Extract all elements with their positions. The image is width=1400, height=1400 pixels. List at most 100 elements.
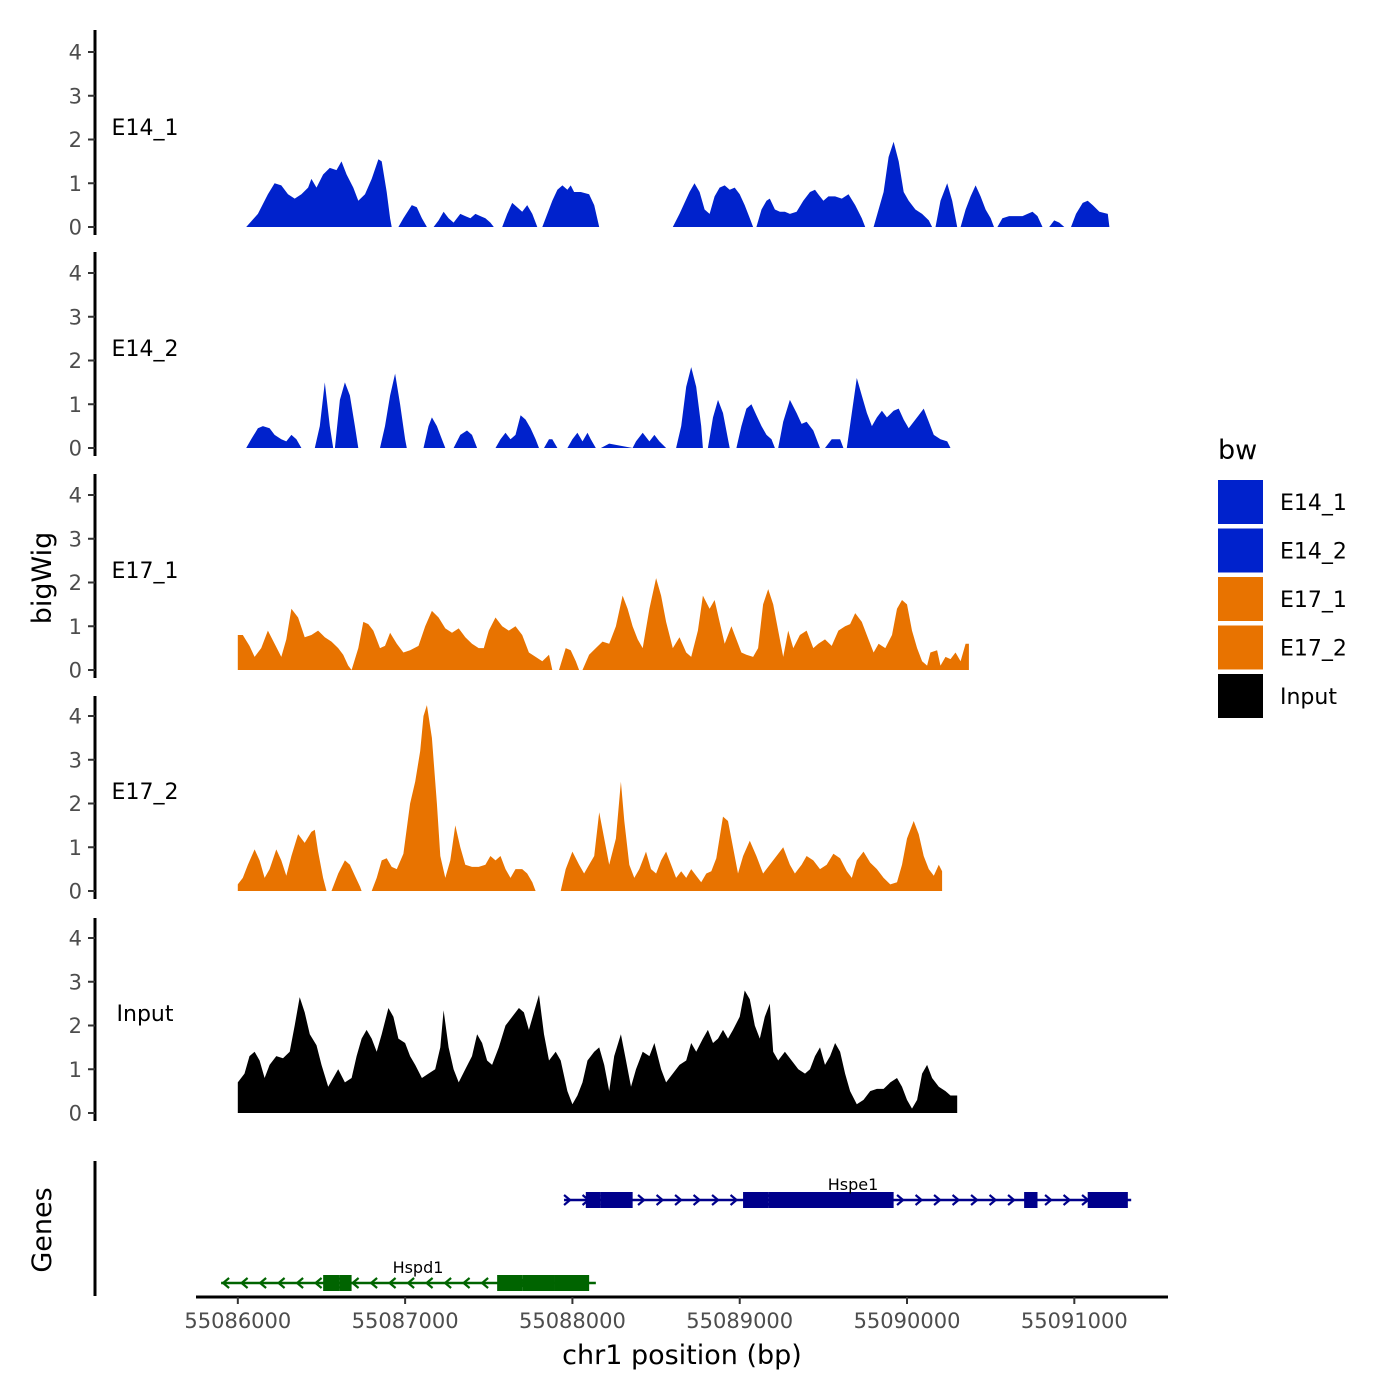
track-panel-E14_2: 0 1 2 3 4 E14_2 — [69, 252, 951, 461]
strand-arrow — [406, 1277, 415, 1289]
track-label-E14_2: E14_2 — [112, 337, 179, 362]
strand-arrow — [729, 1194, 739, 1206]
exon — [585, 1192, 601, 1208]
legend-item-Input: Input — [1218, 674, 1337, 718]
exon — [323, 1275, 340, 1291]
x-tick-label: 55090000 — [854, 1309, 961, 1333]
exon — [339, 1275, 352, 1291]
y-tick-label: 2 — [69, 1014, 82, 1038]
exon — [768, 1192, 894, 1208]
y-tick-label: 3 — [69, 970, 82, 994]
track-label-E14_1: E14_1 — [112, 116, 179, 141]
strand-arrow — [1007, 1194, 1016, 1206]
track-label-E17_2: E17_2 — [112, 780, 179, 805]
strand-arrow — [1044, 1194, 1053, 1206]
strand-arrow — [350, 1277, 360, 1289]
y-axis-title: bigWig — [27, 532, 58, 625]
strand-arrow — [276, 1277, 286, 1289]
legend-item-E14_2: E14_2 — [1218, 528, 1347, 573]
legend-label: E14_2 — [1280, 540, 1347, 565]
legend-swatch — [1218, 674, 1263, 718]
exon — [1087, 1192, 1128, 1208]
x-tick-label: 55089000 — [686, 1309, 793, 1333]
legend-swatch — [1218, 480, 1263, 524]
strand-arrow — [655, 1194, 665, 1206]
track-label-Input: Input — [117, 1002, 174, 1027]
y-tick-label: 4 — [69, 705, 82, 729]
y-tick-label: 1 — [69, 172, 82, 196]
y-tick-label: 2 — [69, 792, 82, 816]
strand-arrow — [313, 1277, 323, 1289]
track-panel-Input: 0 1 2 3 4 Input — [69, 918, 958, 1126]
x-axis-title: chr1 position (bp) — [562, 1340, 802, 1371]
coverage-area-E14_2 — [246, 367, 951, 448]
y-tick-label: 3 — [69, 305, 82, 329]
x-tick-label: 55086000 — [184, 1309, 291, 1333]
genes-axis-title: Genes — [27, 1187, 58, 1272]
strand-arrow — [933, 1194, 942, 1206]
y-tick-label: 3 — [69, 748, 82, 772]
gene-track: Hspe1 Hspd1 — [93, 1161, 1132, 1296]
strand-arrow — [988, 1194, 998, 1206]
strand-arrow — [221, 1277, 230, 1289]
track-panel-E17_1: 0 1 2 3 4 E17_1 — [69, 474, 969, 683]
x-tick-label: 55091000 — [1021, 1309, 1128, 1333]
y-tick-label: 4 — [69, 927, 82, 951]
strand-arrow — [369, 1277, 378, 1289]
y-tick-label: 4 — [69, 41, 82, 65]
exon — [554, 1275, 590, 1291]
legend-item-E14_1: E14_1 — [1218, 480, 1347, 524]
strand-arrow — [258, 1277, 267, 1289]
strand-arrow — [461, 1277, 471, 1289]
legend-items: E14_1 E14_2 E17_1 E17_2 Input — [1218, 480, 1347, 718]
y-tick-label: 1 — [69, 836, 82, 860]
track-panel-E14_1: 0 1 2 3 4 E14_1 — [69, 30, 1110, 240]
y-tick-label: 4 — [69, 484, 82, 508]
strand-arrow — [563, 1194, 572, 1206]
legend-swatch — [1218, 625, 1263, 670]
strand-arrow — [480, 1277, 489, 1289]
y-tick-label: 0 — [69, 659, 82, 683]
gene-label-Hspe1: Hspe1 — [828, 1175, 879, 1194]
legend: bw E14_1 E14_2 E17_1 E17_2 Input — [1218, 435, 1347, 718]
strand-arrow — [387, 1277, 397, 1289]
legend-swatch — [1218, 528, 1263, 573]
coverage-area-E17_2 — [237, 705, 943, 891]
y-tick-label: 1 — [69, 615, 82, 639]
legend-label: E17_2 — [1280, 637, 1347, 662]
legend-swatch — [1218, 577, 1263, 621]
legend-item-E17_2: E17_2 — [1218, 625, 1347, 670]
strand-arrow — [914, 1194, 924, 1206]
track-label-E17_1: E17_1 — [112, 559, 179, 584]
track-panel-E17_2: 0 1 2 3 4 E17_2 — [69, 696, 943, 904]
legend-label: Input — [1280, 685, 1337, 710]
coverage-area-Input — [237, 990, 958, 1113]
y-tick-label: 0 — [69, 1102, 82, 1126]
exon — [743, 1192, 769, 1208]
x-axis: 55086000 55087000 55088000 55089000 55090000… — [184, 1295, 1168, 1333]
exon — [600, 1192, 633, 1208]
y-tick-label: 3 — [69, 527, 82, 551]
y-tick-label: 2 — [69, 128, 82, 152]
y-tick-label: 0 — [69, 216, 82, 240]
y-tick-label: 2 — [69, 571, 82, 595]
legend-item-E17_1: E17_1 — [1218, 577, 1347, 621]
strand-arrow — [896, 1194, 905, 1206]
y-tick-label: 1 — [69, 1058, 82, 1082]
x-tick-label: 55087000 — [352, 1309, 459, 1333]
y-tick-label: 2 — [69, 349, 82, 373]
legend-label: E17_1 — [1280, 588, 1347, 613]
y-tick-label: 1 — [69, 393, 82, 417]
strand-arrow — [674, 1194, 683, 1206]
strand-arrow — [692, 1194, 702, 1206]
gene-Hspd1: Hspd1 — [221, 1258, 596, 1291]
y-tick-label: 3 — [69, 84, 82, 108]
coverage-area-E14_1 — [246, 141, 1110, 227]
y-tick-label: 0 — [69, 880, 82, 904]
coverage-tracks: 0 1 2 3 4 E14_1 0 1 2 3 4 E14_2 0 1 2 3 4 E17_1 0 1 2 3 4 E17_2… — [69, 30, 1110, 1126]
y-tick-label: 4 — [69, 262, 82, 286]
strand-arrow — [295, 1277, 304, 1289]
strand-arrow — [951, 1194, 961, 1206]
